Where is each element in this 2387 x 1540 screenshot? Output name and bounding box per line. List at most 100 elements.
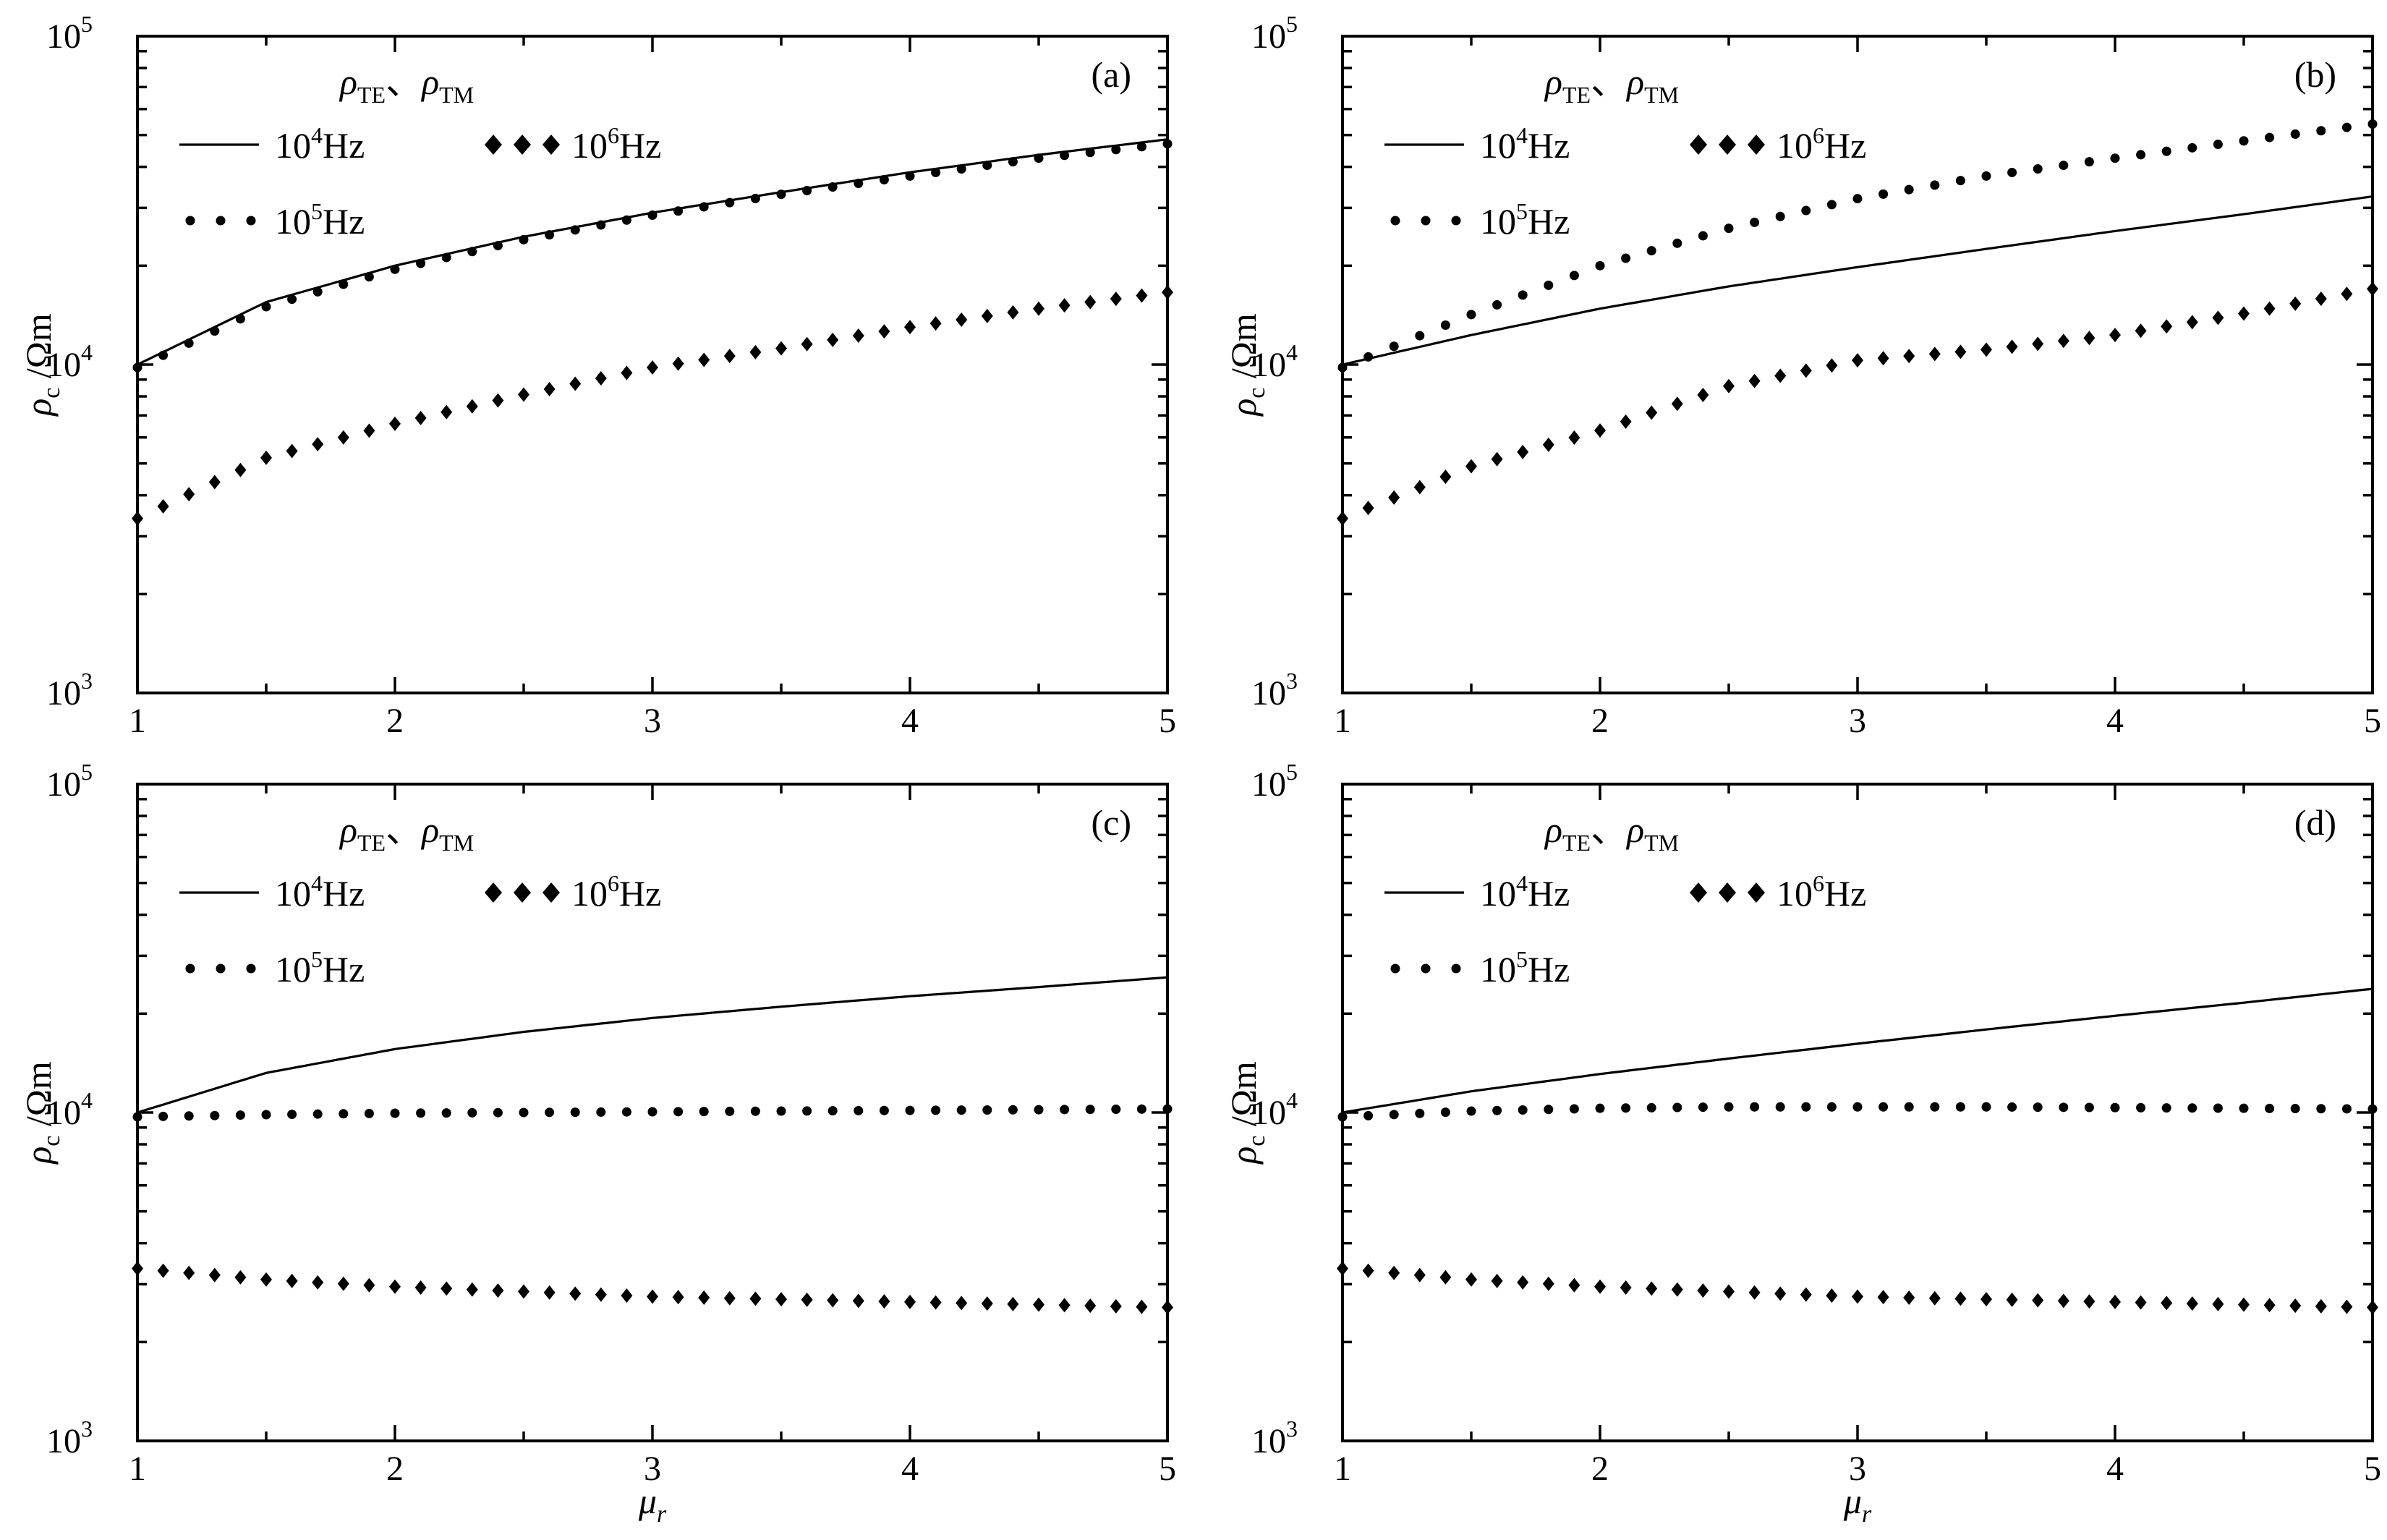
y-tick-exponent: 3	[1286, 668, 1298, 694]
legend-title-te-sub: TE	[1562, 82, 1591, 108]
legend-entry: 104Hz	[1384, 122, 1570, 166]
data-point-10e6	[1439, 1269, 1452, 1285]
data-point-10e6	[2315, 1298, 2327, 1314]
legend-swatch-dot	[185, 216, 195, 226]
legend-swatch-diamond	[542, 882, 560, 903]
legend-label-unit: Hz	[619, 873, 661, 914]
data-point-10e5	[2265, 132, 2275, 142]
legend-title-rho-tm: ρ	[1625, 809, 1644, 850]
legend-label-base: 10	[1480, 201, 1516, 242]
data-point-10e5	[1698, 231, 1708, 241]
legend-entry: 105Hz	[1390, 946, 1570, 990]
data-point-10e5	[1595, 260, 1605, 271]
data-point-10e5	[1162, 139, 1173, 149]
y-tick-label: 103	[1251, 668, 1298, 712]
data-point-10e5	[339, 1109, 349, 1119]
data-point-10e5	[956, 164, 966, 174]
x-tick-label: 1	[129, 1450, 146, 1488]
data-point-10e6	[775, 341, 787, 356]
y-tick-label: 105	[46, 759, 93, 804]
legend-label: 104Hz	[1480, 122, 1570, 166]
legend-title: ρTE、ρTM	[339, 61, 474, 108]
data-point-10e6	[1980, 342, 1992, 357]
data-point-10e5	[1034, 1105, 1044, 1115]
data-point-10e6	[2186, 315, 2198, 330]
data-point-10e5	[931, 167, 941, 177]
legend-entry: 105Hz	[185, 198, 365, 242]
data-point-10e5	[1904, 184, 1914, 195]
data-point-10e5	[2265, 1103, 2275, 1113]
data-point-10e6	[723, 349, 736, 364]
data-point-10e6	[441, 1281, 453, 1296]
legend-title-rho-te: ρ	[1544, 61, 1562, 102]
legend-label-base: 10	[275, 125, 311, 166]
data-point-10e6	[1877, 351, 1889, 366]
data-point-10e6	[466, 399, 478, 414]
data-point-10e6	[312, 437, 324, 452]
data-point-10e5	[905, 1105, 915, 1115]
series-line	[1342, 195, 2373, 366]
data-point-10e5	[2290, 1104, 2300, 1114]
legend-label: 106Hz	[571, 870, 661, 914]
legend-label-base: 10	[1480, 125, 1516, 166]
legend-label-exponent: 4	[311, 122, 323, 148]
data-point-10e6	[672, 356, 684, 371]
y-axis-subscript: c	[1243, 388, 1270, 399]
data-point-10e5	[2161, 1103, 2171, 1113]
data-point-10e6	[286, 1273, 298, 1288]
legend-title-separator: 、	[1591, 809, 1627, 850]
data-point-10e5	[1646, 1102, 1656, 1113]
data-point-10e5	[416, 1108, 426, 1118]
data-point-10e6	[723, 1290, 736, 1306]
data-point-10e6	[414, 410, 427, 425]
data-point-10e5	[2110, 1102, 2120, 1113]
data-point-10e6	[1058, 1298, 1071, 1313]
data-point-10e6	[2161, 1296, 2173, 1311]
panel-label: (a)	[1092, 54, 1132, 95]
x-tick-label: 4	[2106, 1450, 2124, 1488]
data-point-10e6	[1826, 358, 1838, 373]
data-point-10e6	[1954, 1291, 1967, 1306]
x-tick-label: 3	[644, 1450, 661, 1488]
data-point-10e5	[364, 1108, 374, 1118]
data-point-10e6	[569, 1286, 582, 1301]
data-point-10e6	[852, 328, 864, 344]
data-point-10e6	[414, 1280, 427, 1296]
legend-swatch-diamond	[1748, 135, 1765, 155]
data-point-10e6	[234, 462, 247, 477]
data-point-10e5	[2007, 167, 2017, 177]
legend-title-separator: 、	[386, 61, 422, 102]
y-tick-exponent: 5	[81, 11, 93, 37]
legend-title-te-sub: TE	[1562, 830, 1591, 856]
data-point-10e5	[2187, 1103, 2197, 1113]
x-tick-label: 1	[129, 702, 146, 740]
data-point-10e5	[931, 1105, 941, 1115]
data-point-10e6	[981, 1296, 993, 1311]
legend-label-unit: Hz	[323, 949, 365, 990]
data-point-10e6	[1620, 414, 1632, 429]
data-point-10e6	[595, 1287, 607, 1302]
legend-label-exponent: 4	[1516, 122, 1528, 148]
data-point-10e5	[596, 1107, 606, 1117]
data-point-10e6	[157, 498, 169, 514]
legend-swatch-diamond	[1748, 882, 1765, 903]
data-point-10e6	[234, 1269, 247, 1285]
data-point-10e6	[2135, 323, 2147, 339]
series-line-10e4	[137, 138, 1168, 366]
data-point-10e5	[596, 220, 606, 230]
data-point-10e6	[827, 1293, 839, 1308]
legend-label-unit: Hz	[619, 125, 661, 166]
data-point-10e6	[1748, 373, 1761, 388]
legend-title: ρTE、ρTM	[1544, 809, 1679, 856]
data-point-10e5	[1337, 362, 1348, 373]
data-point-10e5	[1136, 142, 1146, 152]
data-point-10e5	[1878, 1102, 1889, 1112]
data-point-10e5	[312, 1109, 323, 1119]
data-point-10e6	[956, 312, 968, 328]
data-point-10e5	[2341, 1104, 2352, 1114]
data-point-10e5	[2367, 1104, 2378, 1114]
data-point-10e6	[1465, 1272, 1477, 1287]
data-point-10e6	[1465, 459, 1477, 474]
data-point-10e6	[518, 387, 529, 402]
